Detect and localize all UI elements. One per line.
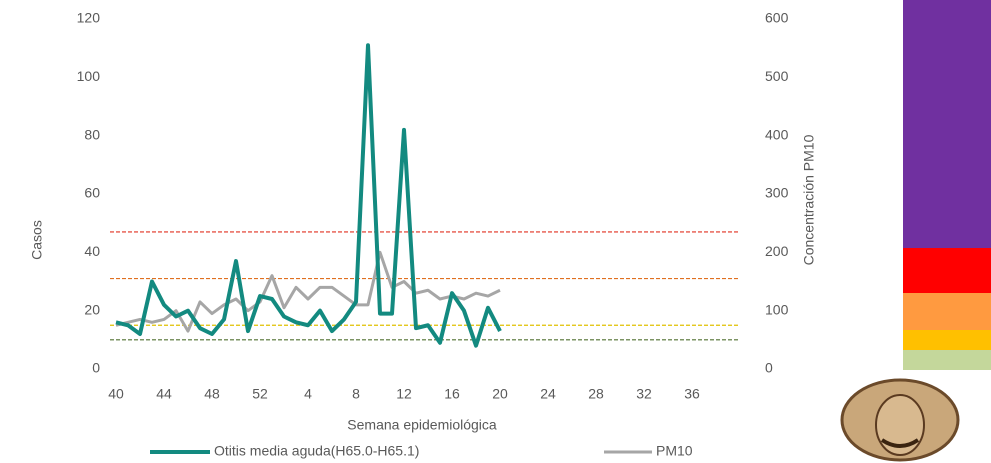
x-tick-label: 8 — [352, 386, 360, 402]
y-tick-label: 20 — [84, 301, 100, 317]
y-tick-label: 60 — [84, 185, 100, 201]
y2-tick-label: 0 — [765, 360, 773, 376]
series-line — [115, 43, 502, 348]
x-tick-label: 28 — [588, 386, 604, 402]
y2-tick-label: 400 — [765, 126, 789, 142]
x-tick-label: 20 — [492, 386, 508, 402]
x-tick-label: 44 — [156, 386, 172, 402]
y-tick-label: 40 — [84, 243, 100, 259]
y-tick-label: 80 — [84, 126, 100, 142]
y-tick-label: 100 — [77, 68, 101, 84]
legend-label: Otitis media aguda(H65.0-H65.1) — [214, 443, 419, 459]
x-axis-label: Semana epidemiológica — [347, 417, 497, 433]
x-tick-label: 4 — [304, 386, 312, 402]
portrait — [840, 378, 960, 462]
legend-label: PM10 — [656, 443, 693, 459]
band-green — [903, 350, 991, 370]
series-line — [115, 250, 501, 333]
y2-tick-label: 200 — [765, 243, 789, 259]
x-tick-label: 24 — [540, 386, 556, 402]
x-tick-label: 32 — [636, 386, 652, 402]
y-tick-label: 120 — [77, 10, 101, 26]
band-purple — [903, 0, 991, 248]
y-tick-label: 0 — [92, 360, 100, 376]
x-tick-label: 40 — [108, 386, 124, 402]
y2-tick-label: 100 — [765, 301, 789, 317]
x-tick-label: 52 — [252, 386, 268, 402]
y-axis-label: Casos — [29, 220, 45, 260]
band-orange — [903, 293, 991, 330]
y2-axis-label: Concentración PM10 — [801, 134, 817, 265]
band-yellow — [903, 330, 991, 350]
band-red — [903, 248, 991, 293]
x-tick-label: 48 — [204, 386, 220, 402]
y2-tick-label: 500 — [765, 68, 789, 84]
x-tick-label: 16 — [444, 386, 460, 402]
y2-tick-label: 300 — [765, 185, 789, 201]
x-tick-label: 12 — [396, 386, 412, 402]
x-tick-label: 36 — [684, 386, 700, 402]
y2-tick-label: 600 — [765, 10, 789, 26]
